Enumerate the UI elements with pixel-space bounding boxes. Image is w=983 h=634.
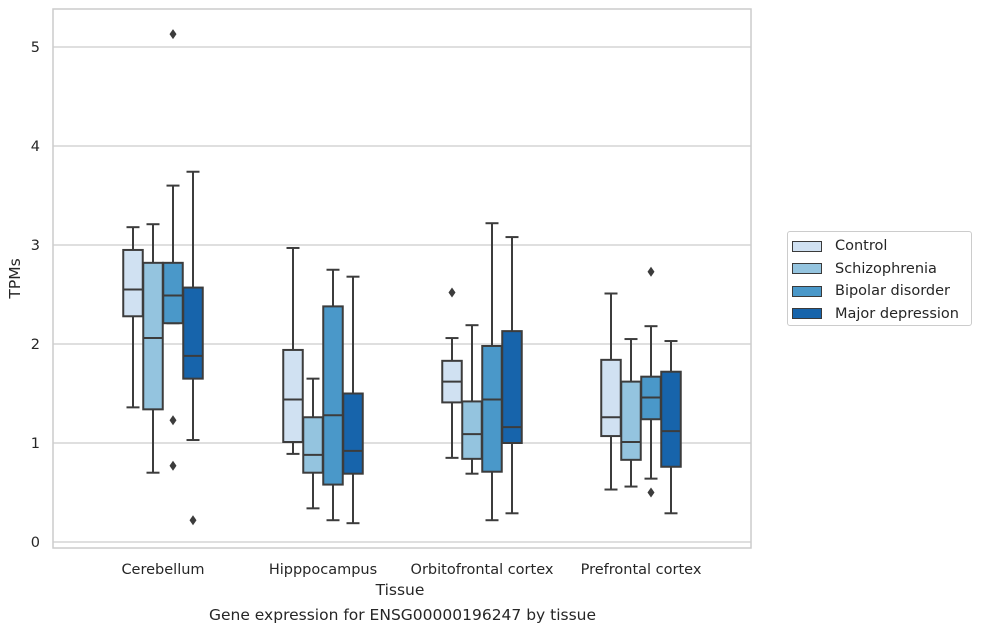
box-iqr	[302, 416, 324, 474]
outlier-point	[448, 287, 456, 298]
y-tick-label: 0	[31, 535, 40, 551]
y-axis-label: TPMs	[6, 258, 24, 299]
legend-label: Schizophrenia	[835, 260, 937, 277]
outlier-point	[169, 460, 177, 471]
x-tick-label: Hipppocampus	[269, 562, 377, 578]
box	[620, 338, 642, 488]
legend: Control Schizophrenia Bipolar disorder M…	[787, 231, 972, 326]
box-iqr	[461, 400, 483, 460]
box-iqr	[162, 261, 184, 325]
series-control	[122, 226, 622, 491]
legend-item-control: Control	[792, 235, 971, 258]
x-tick-label: Cerebellum	[121, 562, 204, 578]
box	[640, 266, 662, 498]
box-iqr	[342, 392, 364, 475]
box	[182, 170, 204, 526]
legend-label: Major depression	[835, 305, 959, 322]
box-iqr	[501, 330, 523, 445]
box	[481, 222, 503, 522]
outlier-point	[169, 29, 177, 40]
legend-item-bipolar-disorder: Bipolar disorder	[792, 280, 971, 303]
outlier-point	[189, 515, 197, 526]
box	[142, 223, 164, 474]
y-tick-label: 4	[31, 139, 40, 155]
legend-item-schizophrenia: Schizophrenia	[792, 258, 971, 281]
legend-label: Bipolar disorder	[835, 283, 950, 300]
series-major-depression	[182, 170, 682, 526]
box	[282, 246, 304, 455]
legend-swatch	[792, 285, 822, 297]
legend-swatch	[792, 263, 822, 275]
x-axis-ticks: Cerebellum Hipppocampus Orbitofrontal cort…	[121, 562, 701, 578]
box-iqr	[600, 358, 622, 438]
x-axis-label: Tissue	[375, 581, 425, 599]
box	[461, 324, 483, 475]
outlier-point	[647, 266, 655, 277]
figure-caption: Gene expression for ENSG00000196247 by t…	[208, 606, 597, 624]
x-tick-label: Prefrontal cortex	[581, 562, 702, 578]
y-tick-label: 3	[31, 238, 40, 254]
legend-label: Control	[835, 238, 888, 255]
legend-item-major-depression: Major depression	[792, 303, 971, 326]
y-axis-ticks: 0 1 2 3 4 5	[31, 40, 40, 551]
y-tick-label: 1	[31, 436, 40, 452]
box	[342, 275, 364, 525]
box	[322, 268, 344, 522]
box-iqr	[481, 344, 503, 473]
box-series	[122, 29, 682, 526]
legend-swatch	[792, 240, 822, 252]
box-iqr	[122, 248, 144, 318]
box-iqr	[660, 370, 682, 468]
box	[122, 226, 144, 409]
box-iqr	[322, 305, 344, 486]
x-tick-label: Orbitofrontal cortex	[411, 562, 554, 578]
box	[660, 340, 682, 515]
gridlines	[53, 46, 751, 543]
legend-swatch	[792, 308, 822, 320]
series-bipolar-disorder	[162, 29, 662, 522]
box-iqr	[182, 286, 204, 380]
plot-area-frame	[52, 8, 752, 549]
box-iqr	[142, 261, 164, 411]
series-schizophrenia	[142, 223, 642, 510]
outlier-point	[647, 487, 655, 498]
box	[501, 236, 523, 515]
y-tick-label: 2	[31, 337, 40, 353]
box	[302, 377, 324, 510]
box-iqr	[620, 380, 642, 461]
box	[600, 292, 622, 491]
box-iqr	[282, 348, 304, 444]
box	[162, 29, 184, 471]
y-tick-label: 5	[31, 40, 40, 56]
box	[441, 287, 463, 459]
outlier-point	[169, 415, 177, 426]
